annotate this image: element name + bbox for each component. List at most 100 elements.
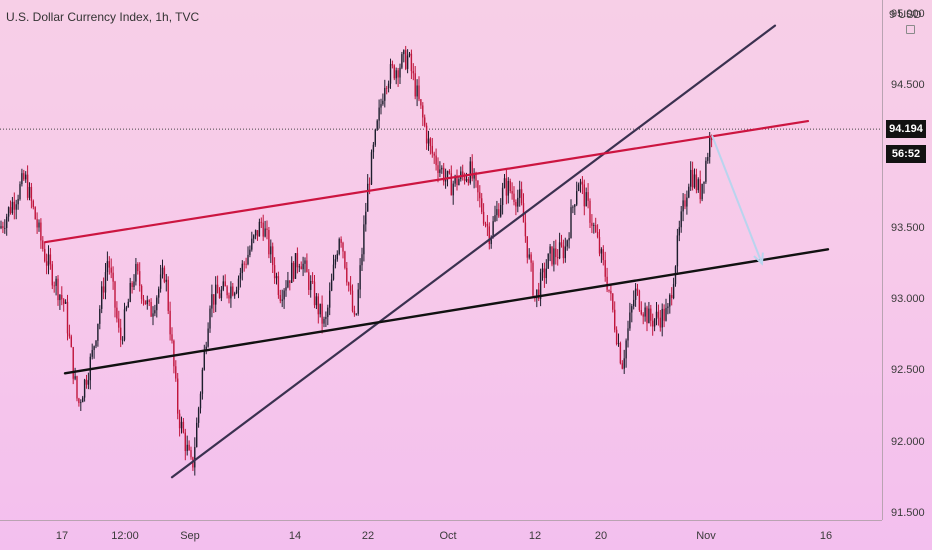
candle-body [104, 272, 107, 293]
candle-body [150, 302, 152, 317]
candle-body [543, 268, 546, 279]
candle-body [646, 307, 648, 324]
candle-body [509, 180, 511, 192]
currency-unit[interactable]: 9 USD [889, 9, 922, 21]
candle-body [330, 279, 333, 291]
candle-body [304, 260, 306, 264]
price-chart[interactable] [0, 0, 882, 520]
candle-body [272, 246, 274, 266]
candle-body [486, 224, 489, 227]
candle-body [241, 263, 243, 274]
candle-body [697, 179, 699, 191]
candle-body [349, 285, 352, 291]
candle-body [325, 317, 327, 319]
candle-body [300, 266, 302, 270]
candle-body [216, 284, 219, 294]
time-tick-label: 14 [288, 530, 302, 542]
time-axis[interactable]: 17 12:00 Sep 14 22 Oct 12 20 Nov 16 [0, 520, 882, 551]
candle-body [528, 254, 530, 258]
candle-body [327, 307, 329, 318]
chart-plot-area[interactable]: U.S. Dollar Currency Index, 1h, TVC [0, 0, 882, 520]
candle-body [629, 312, 631, 329]
candle-body [6, 216, 8, 228]
candle-body [222, 281, 224, 290]
candle-body [114, 281, 116, 308]
candle-body [323, 318, 325, 324]
chart-title: U.S. Dollar Currency Index, 1h, TVC [6, 10, 200, 24]
candle-body [156, 297, 158, 311]
candle-body [454, 175, 456, 184]
candle-body [593, 225, 595, 226]
candle-body [600, 249, 603, 254]
candle-body [51, 264, 53, 286]
candle-body [61, 294, 63, 300]
candle-body [194, 447, 196, 468]
candle-body [456, 175, 458, 186]
candle-body [239, 273, 242, 279]
candle-body [631, 306, 633, 313]
candle-body [13, 201, 15, 210]
candle-body [566, 240, 568, 247]
candle-body [342, 242, 344, 252]
candle-body [139, 271, 141, 286]
candle-body [66, 301, 69, 334]
candle-body [213, 294, 215, 305]
candle-body [137, 263, 139, 272]
candle-body [500, 205, 502, 217]
candle-body [144, 300, 147, 305]
candle-body [21, 173, 23, 185]
candle-body [308, 272, 310, 290]
candle-body [25, 174, 27, 180]
candle-body [215, 284, 217, 305]
candle-body [359, 265, 361, 290]
candle-body [648, 308, 650, 324]
candle-body [116, 307, 118, 319]
candle-body [135, 263, 137, 282]
candle-body [368, 183, 371, 185]
candle-body [418, 85, 420, 100]
candle-body [443, 167, 445, 182]
candle-body [661, 308, 663, 328]
candle-body [475, 172, 477, 181]
price-axis[interactable]: 95.000 94.500 93.500 93.000 92.500 92.000 91.5… [882, 0, 932, 520]
candle-body [97, 323, 99, 341]
candle-body [275, 276, 278, 279]
candle-body [146, 300, 148, 305]
candle-body [251, 238, 253, 250]
candle-body [494, 215, 496, 222]
candle-body [237, 278, 240, 290]
candle-body [329, 290, 331, 308]
candle-body [292, 262, 295, 279]
candle-body [576, 191, 578, 205]
candle-body [667, 306, 669, 308]
candle-body [530, 254, 532, 263]
candle-body [617, 343, 620, 345]
candle-body [36, 219, 38, 228]
candle-body [427, 138, 430, 144]
candle-body [226, 286, 228, 296]
candle-body [562, 245, 565, 259]
candle-body [448, 170, 451, 174]
candle-body [513, 193, 515, 202]
candle-body [120, 327, 122, 340]
candle-body [7, 207, 10, 217]
candle-body [186, 444, 188, 452]
candle-body [45, 261, 48, 266]
candle-body [633, 299, 635, 307]
candle-body [536, 289, 538, 299]
candle-body [184, 432, 186, 452]
projection-arrow-head [753, 252, 764, 266]
candle-body [579, 181, 582, 185]
candle-body [452, 183, 454, 196]
candle-body [123, 309, 126, 340]
candle-body [163, 267, 166, 282]
settings-square-icon[interactable] [906, 25, 915, 34]
price-tick-label: 94.500 [891, 79, 925, 92]
candle-body [154, 310, 156, 314]
candle-body [636, 288, 639, 291]
candle-body [589, 200, 591, 223]
candle-body [311, 281, 314, 282]
candle-body [140, 285, 143, 299]
resistance-line [43, 119, 810, 244]
candle-body [547, 253, 549, 269]
